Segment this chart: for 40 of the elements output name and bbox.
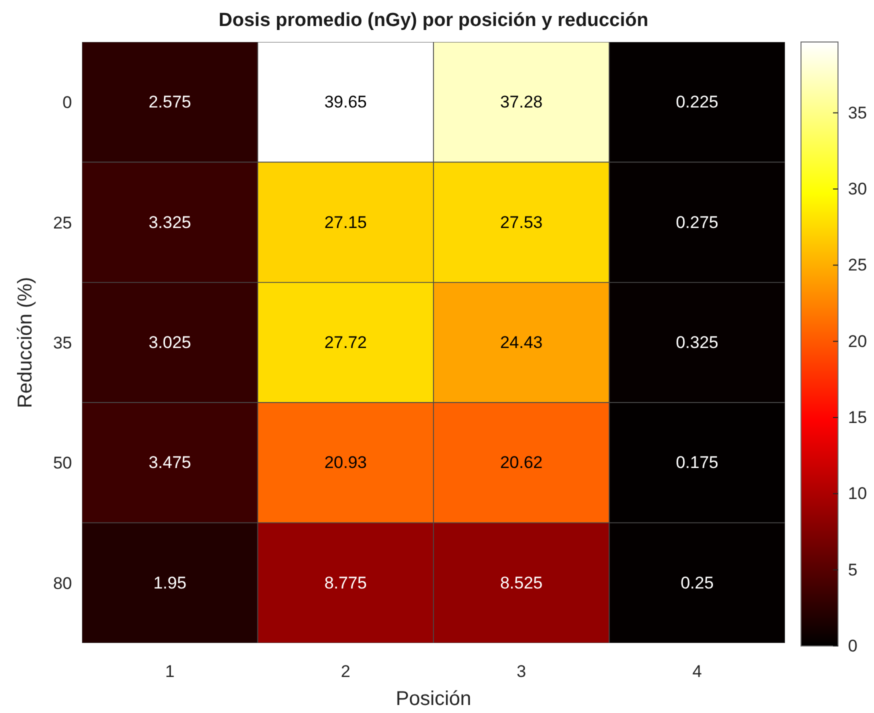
data-label: 39.65 xyxy=(324,92,367,112)
data-label: 0.225 xyxy=(676,92,718,112)
color-bar-label: 0 xyxy=(848,636,858,656)
color-bar-label: 35 xyxy=(848,103,867,122)
data-label: 20.93 xyxy=(324,453,367,472)
y-axis-title: Reducción (%) xyxy=(14,275,38,410)
color-bar-label: 25 xyxy=(848,256,867,275)
y-tick-label: 0 xyxy=(62,93,72,112)
data-label: 0.25 xyxy=(680,573,714,592)
x-tick-label: 2 xyxy=(340,662,350,682)
data-label: 8.525 xyxy=(500,573,543,592)
x-tick-label: 1 xyxy=(165,662,175,682)
data-label: 0.175 xyxy=(676,453,718,472)
color-bar-label: 10 xyxy=(848,484,867,504)
data-label: 24.43 xyxy=(500,333,543,352)
x-axis-title: Posición xyxy=(394,688,472,711)
data-label: 3.475 xyxy=(148,453,192,472)
chart-title: Dosis promedio (nGy) por posición y reducción xyxy=(218,10,650,32)
data-label: 27.53 xyxy=(500,212,543,232)
data-label: 27.15 xyxy=(324,212,367,232)
data-label: 3.325 xyxy=(148,212,192,232)
data-label: 2.575 xyxy=(148,92,192,112)
data-label: 1.95 xyxy=(153,573,186,592)
data-label: 0.325 xyxy=(676,333,718,352)
color-bar-label: 30 xyxy=(848,180,867,198)
x-tick-label: 3 xyxy=(516,662,526,682)
data-label: 20.62 xyxy=(500,453,543,472)
data-label: 8.775 xyxy=(324,573,367,592)
data-label: 0.275 xyxy=(676,212,718,232)
y-tick-label: 25 xyxy=(53,213,72,232)
data-label: 27.72 xyxy=(324,333,367,352)
color-bar-label: 20 xyxy=(848,332,867,351)
y-tick-label: 50 xyxy=(53,454,72,473)
y-tick-label: 80 xyxy=(53,574,72,593)
color-bar-label: 5 xyxy=(848,560,858,580)
data-label: 3.025 xyxy=(148,333,192,352)
y-tick-label: 35 xyxy=(53,334,72,353)
color-bar-label: 15 xyxy=(848,408,867,427)
data-label: 37.28 xyxy=(500,92,543,112)
x-tick-label: 4 xyxy=(692,662,702,682)
